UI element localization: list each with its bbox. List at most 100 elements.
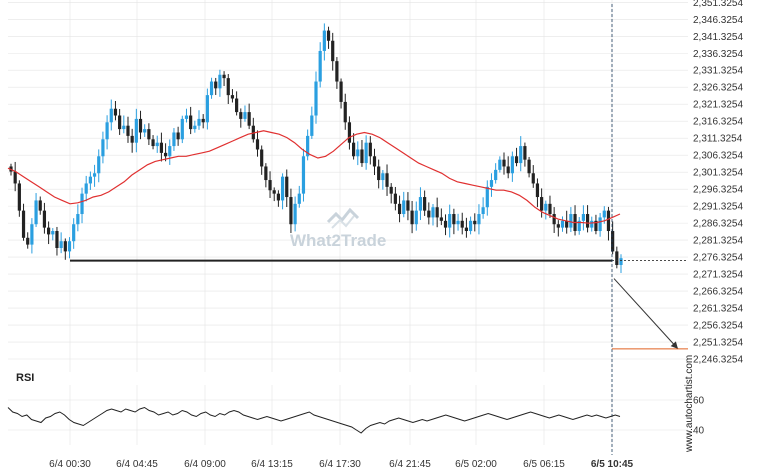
candle bbox=[76, 204, 80, 232]
candle bbox=[251, 117, 255, 143]
time-tick-label: 6/5 02:00 bbox=[455, 459, 497, 470]
candle bbox=[560, 216, 565, 232]
candle bbox=[535, 178, 540, 208]
candle bbox=[159, 132, 164, 162]
candle bbox=[356, 141, 360, 166]
candle bbox=[209, 77, 214, 99]
moving-average-line bbox=[7, 130, 621, 224]
candle bbox=[235, 91, 239, 116]
candle bbox=[226, 74, 230, 105]
candle bbox=[619, 254, 623, 274]
time-tick-label: 6/5 06:15 bbox=[523, 459, 565, 470]
candle bbox=[168, 139, 172, 165]
candle bbox=[230, 89, 235, 103]
price-tick-label: 2,346.3254 bbox=[693, 15, 743, 26]
candle bbox=[485, 180, 489, 216]
candle bbox=[606, 206, 611, 241]
candle bbox=[314, 71, 318, 124]
candle bbox=[519, 136, 523, 172]
rsi-title: RSI bbox=[16, 372, 34, 384]
candle bbox=[84, 175, 88, 202]
candle bbox=[615, 246, 619, 269]
candle bbox=[611, 221, 615, 255]
candle bbox=[464, 217, 469, 238]
time-tick-label: 6/4 04:45 bbox=[116, 459, 158, 470]
candle bbox=[598, 213, 602, 237]
candle bbox=[109, 99, 113, 131]
candle bbox=[523, 142, 527, 167]
candle bbox=[276, 190, 280, 207]
watermark-logo-icon bbox=[326, 207, 360, 229]
candle bbox=[556, 220, 560, 237]
candle bbox=[176, 126, 180, 146]
candle bbox=[301, 148, 306, 202]
candle bbox=[343, 93, 347, 130]
candle bbox=[498, 156, 502, 173]
candle bbox=[143, 124, 147, 137]
price-tick-label: 2,326.3254 bbox=[693, 83, 743, 94]
candle bbox=[88, 171, 92, 190]
candle bbox=[105, 115, 109, 150]
candle bbox=[368, 136, 372, 165]
watermark-text: What2Trade bbox=[290, 231, 386, 250]
candle bbox=[214, 77, 218, 95]
candle bbox=[63, 238, 67, 260]
candle bbox=[297, 185, 301, 208]
candle bbox=[272, 187, 276, 202]
candle bbox=[322, 23, 326, 61]
candle bbox=[585, 205, 590, 233]
candle bbox=[360, 139, 364, 167]
price-tick-label: 2,296.3254 bbox=[693, 185, 743, 196]
candle bbox=[565, 210, 569, 234]
candle bbox=[113, 100, 118, 121]
price-axis: 2,351.3254 2,346.3254 2,341.3254 2,336.3254… bbox=[693, 0, 743, 366]
candle bbox=[205, 88, 209, 130]
candle bbox=[197, 110, 201, 130]
candle bbox=[285, 169, 289, 208]
candle bbox=[17, 180, 21, 217]
candle bbox=[67, 237, 72, 259]
time-tick-label: 6/4 00:30 bbox=[49, 459, 91, 470]
price-tick-label: 2,301.3254 bbox=[693, 168, 743, 179]
candle bbox=[448, 204, 452, 238]
time-tick-label: 6/4 13:15 bbox=[251, 459, 293, 470]
candle bbox=[502, 152, 506, 175]
candle bbox=[331, 32, 335, 71]
candle bbox=[47, 221, 51, 245]
rsi-tick-label: 40 bbox=[693, 426, 705, 437]
price-tick-label: 2,331.3254 bbox=[693, 66, 743, 77]
candle bbox=[372, 148, 377, 176]
price-tick-label: 2,276.3254 bbox=[693, 253, 743, 264]
candle bbox=[514, 147, 519, 167]
candle bbox=[393, 186, 397, 211]
candle bbox=[268, 171, 272, 198]
rsi-line bbox=[7, 406, 621, 434]
candle bbox=[385, 164, 389, 196]
candle bbox=[473, 213, 477, 232]
candle bbox=[427, 202, 431, 225]
candle bbox=[122, 115, 126, 134]
price-tick-label: 2,266.3254 bbox=[693, 287, 743, 298]
time-tick-label: 6/4 21:45 bbox=[389, 459, 431, 470]
projection-arrow-head bbox=[670, 341, 678, 349]
candle bbox=[339, 78, 343, 109]
candle bbox=[581, 205, 585, 231]
candle bbox=[243, 105, 247, 122]
price-tick-label: 2,316.3254 bbox=[693, 117, 743, 128]
candle bbox=[381, 170, 385, 190]
time-tick-label: 6/4 17:30 bbox=[319, 459, 361, 470]
candle bbox=[431, 204, 435, 226]
candle bbox=[460, 212, 464, 235]
candle bbox=[13, 161, 17, 192]
candle bbox=[318, 42, 322, 88]
candle bbox=[544, 200, 548, 220]
candle bbox=[163, 143, 168, 162]
candle bbox=[51, 228, 55, 241]
time-axis: 6/4 00:30 6/4 04:45 6/4 09:00 6/4 13:15 6/4 … bbox=[49, 459, 633, 470]
candle bbox=[569, 207, 573, 233]
price-tick-label: 2,311.3254 bbox=[693, 134, 743, 145]
candle bbox=[489, 173, 494, 197]
candle bbox=[97, 149, 101, 183]
candle bbox=[439, 208, 443, 226]
projection-arrow-line bbox=[613, 278, 679, 350]
